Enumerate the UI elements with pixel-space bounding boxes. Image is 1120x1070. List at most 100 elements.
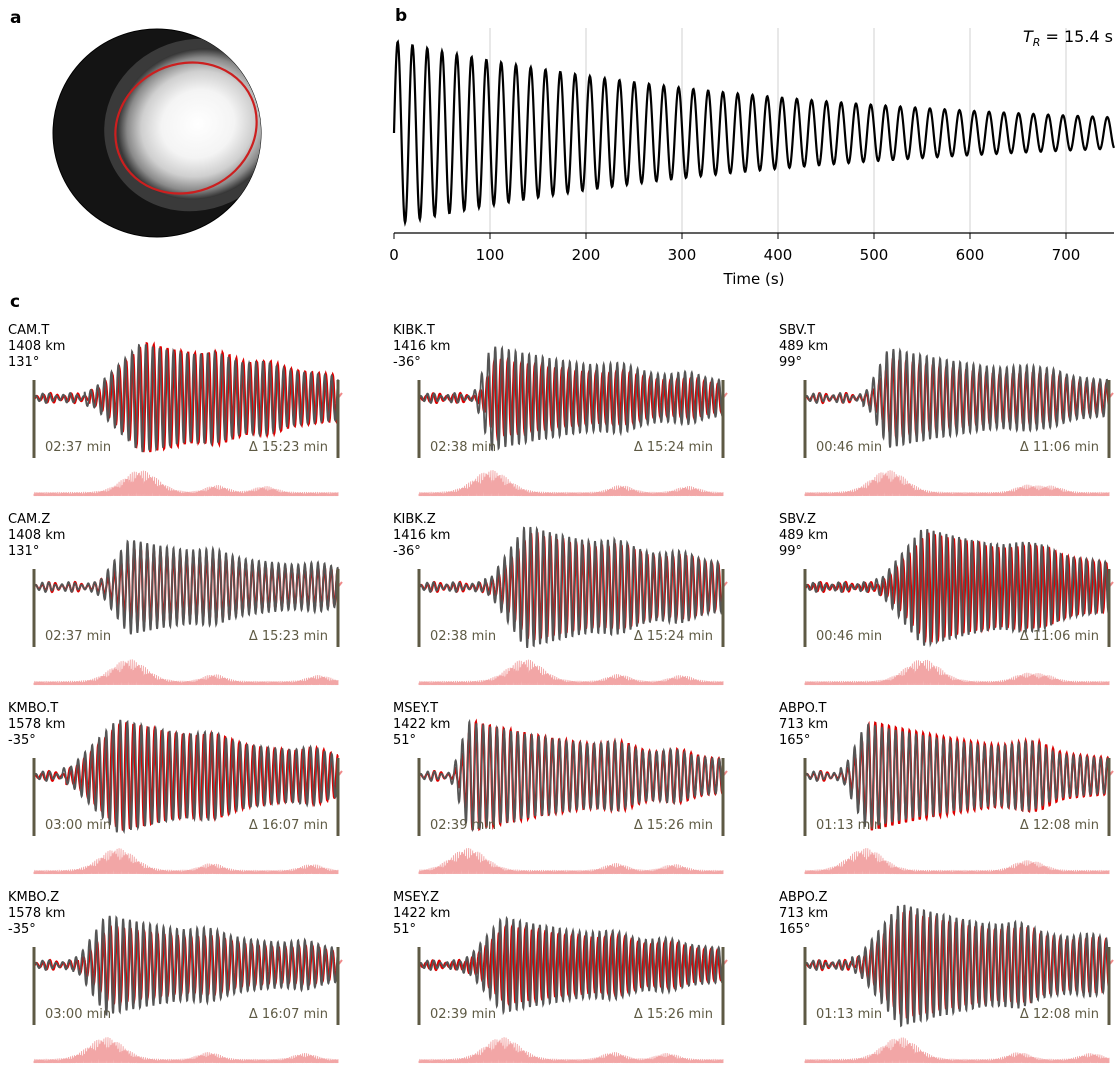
station-trace-abpo-t: 01:13 min Δ 12:08 min ABPO.T 713 km 165° (779, 701, 1119, 881)
station-trace-kibk-t: 02:38 min Δ 15:24 min KIBK.T 1416 km -36° (393, 323, 733, 503)
panel-b-x-tick-label: 100 (476, 246, 505, 264)
window-start-time: 02:37 min (45, 629, 111, 644)
observed-trace (33, 719, 339, 835)
station-label: ABPO.Z 713 km 165° (779, 890, 828, 938)
station-distance: 1416 km (393, 528, 451, 543)
panel-letter-b: b (395, 6, 408, 26)
station-name: SBV.Z (779, 512, 817, 527)
station-label: KIBK.T 1416 km -36° (393, 323, 450, 371)
station-distance: 1422 km (393, 906, 451, 921)
window-duration: Δ 15:23 min (249, 440, 328, 455)
observed-trace (33, 539, 339, 635)
window-duration: Δ 12:08 min (1020, 818, 1099, 833)
observed-trace (418, 345, 724, 452)
station-distance: 713 km (779, 906, 829, 921)
station-trace-plot: 02:38 min Δ 15:24 min (417, 345, 728, 497)
envelope-spectrum (804, 1037, 1110, 1064)
station-trace-plot: 02:38 min Δ 15:24 min (417, 525, 728, 686)
station-trace-plot: 03:00 min Δ 16:07 min (32, 915, 343, 1064)
envelope-spectrum (804, 848, 1110, 875)
window-start-time: 01:13 min (816, 818, 882, 833)
station-azimuth: -36° (393, 544, 421, 559)
panel-b-x-tick-label: 400 (764, 246, 793, 264)
window-start-time: 02:39 min (430, 1007, 496, 1022)
envelope-spectrum (804, 470, 1110, 497)
window-duration: Δ 12:08 min (1020, 1007, 1099, 1022)
station-label: KMBO.T 1578 km -35° (8, 701, 65, 749)
station-trace-sbv-z: 00:46 min Δ 11:06 min SBV.Z 489 km 99° (779, 512, 1119, 692)
observed-trace (804, 528, 1110, 648)
station-label: CAM.Z 1408 km 131° (8, 512, 65, 560)
station-azimuth: -36° (393, 355, 421, 370)
envelope-spectrum (33, 1037, 339, 1064)
window-start-time: 02:38 min (430, 440, 496, 455)
station-azimuth: 99° (779, 544, 803, 559)
station-trace-plot: 03:00 min Δ 16:07 min (32, 719, 343, 875)
station-name: MSEY.T (393, 701, 439, 716)
station-distance: 713 km (779, 717, 829, 732)
synthetic-trace (804, 720, 1111, 831)
station-distance: 1416 km (393, 339, 451, 354)
station-trace-plot: 00:46 min Δ 11:06 min (803, 347, 1114, 497)
station-trace-kmbo-z: 03:00 min Δ 16:07 min KMBO.Z 1578 km -35° (8, 890, 348, 1070)
station-name: CAM.T (8, 323, 50, 338)
envelope-spectrum (33, 470, 339, 497)
panel-letter-c: c (10, 292, 21, 312)
sphere-bright-lobe (117, 48, 261, 200)
window-start-time: 02:39 min (430, 818, 496, 833)
station-azimuth: 165° (779, 922, 811, 937)
envelope-spectrum (418, 1037, 724, 1064)
station-label: MSEY.T 1422 km 51° (393, 701, 450, 749)
station-name: KMBO.T (8, 701, 59, 716)
panel-b-x-tick-label: 300 (668, 246, 697, 264)
station-trace-plot: 02:37 min Δ 15:23 min (32, 539, 343, 686)
station-trace-kibk-z: 02:38 min Δ 15:24 min KIBK.Z 1416 km -36° (393, 512, 733, 692)
station-trace-plot: 01:13 min Δ 12:08 min (803, 720, 1114, 875)
window-start-time: 02:38 min (430, 629, 496, 644)
station-name: KIBK.Z (393, 512, 436, 527)
observed-trace (804, 904, 1110, 1028)
window-duration: Δ 15:24 min (634, 629, 713, 644)
station-trace-plot: 02:39 min Δ 15:26 min (417, 718, 728, 875)
station-trace-kmbo-t: 03:00 min Δ 16:07 min KMBO.T 1578 km -35° (8, 701, 348, 881)
station-trace-msey-z: 02:39 min Δ 15:26 min MSEY.Z 1422 km 51° (393, 890, 733, 1070)
envelope-spectrum (804, 659, 1110, 686)
window-duration: Δ 11:06 min (1020, 440, 1099, 455)
station-name: KIBK.T (393, 323, 435, 338)
panel-b-x-axis: 0 100 200 300 400 500 600 700 (389, 232, 1114, 264)
station-label: CAM.T 1408 km 131° (8, 323, 65, 371)
envelope-spectrum (418, 847, 724, 875)
window-start-time: 02:37 min (45, 440, 111, 455)
station-azimuth: 51° (393, 733, 417, 748)
observed-trace (804, 347, 1110, 448)
station-label: SBV.T 489 km 99° (779, 323, 828, 371)
panel-b-x-tick-label: 700 (1052, 246, 1081, 264)
station-distance: 1422 km (393, 717, 451, 732)
station-trace-msey-t: 02:39 min Δ 15:26 min MSEY.T 1422 km 51° (393, 701, 733, 881)
panel-b-x-tick-label: 0 (389, 246, 399, 264)
window-duration: Δ 15:26 min (634, 1007, 713, 1022)
station-trace-abpo-z: 01:13 min Δ 12:08 min ABPO.Z 713 km 165° (779, 890, 1119, 1070)
envelope-spectrum (33, 848, 339, 875)
station-label: KMBO.Z 1578 km -35° (8, 890, 65, 938)
station-label: SBV.Z 489 km 99° (779, 512, 828, 560)
station-trace-plot: 00:46 min Δ 11:06 min (803, 528, 1114, 686)
panel-b-x-tick-label: 200 (572, 246, 601, 264)
station-trace-cam-t: 02:37 min Δ 15:23 min CAM.T 1408 km 131° (8, 323, 348, 503)
station-azimuth: 131° (8, 544, 40, 559)
station-name: SBV.T (779, 323, 816, 338)
station-azimuth: -35° (8, 733, 36, 748)
station-distance: 1408 km (8, 528, 66, 543)
station-name: ABPO.Z (779, 890, 828, 905)
station-azimuth: 131° (8, 355, 40, 370)
station-trace-cam-z: 02:37 min Δ 15:23 min CAM.Z 1408 km 131° (8, 512, 348, 692)
station-distance: 489 km (779, 528, 829, 543)
window-duration: Δ 16:07 min (249, 1007, 328, 1022)
window-duration: Δ 16:07 min (249, 818, 328, 833)
window-start-time: 00:46 min (816, 440, 882, 455)
panel-b-chart: 0 100 200 300 400 500 600 700 Time (s) TR = 15.… (389, 27, 1116, 288)
station-trace-sbv-t: 00:46 min Δ 11:06 min SBV.T 489 km 99° (779, 323, 1119, 503)
observed-trace (418, 718, 724, 833)
window-start-time: 03:00 min (45, 818, 111, 833)
observed-trace (33, 343, 339, 453)
